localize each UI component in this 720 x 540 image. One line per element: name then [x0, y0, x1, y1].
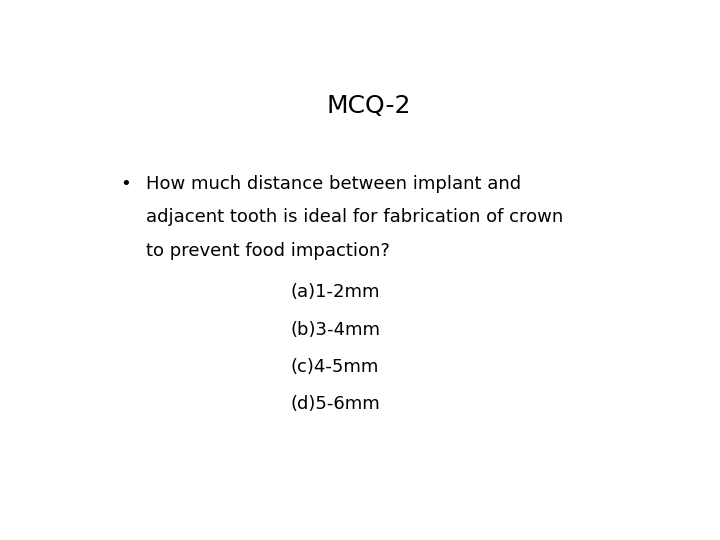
Text: (a)1-2mm: (a)1-2mm	[291, 283, 380, 301]
Text: (c)4-5mm: (c)4-5mm	[291, 358, 379, 376]
Text: (d)5-6mm: (d)5-6mm	[291, 395, 381, 413]
Text: adjacent tooth is ideal for fabrication of crown: adjacent tooth is ideal for fabrication …	[145, 208, 563, 226]
Text: How much distance between implant and: How much distance between implant and	[145, 175, 521, 193]
Text: •: •	[121, 175, 132, 193]
Text: (b)3-4mm: (b)3-4mm	[291, 321, 381, 339]
Text: to prevent food impaction?: to prevent food impaction?	[145, 241, 390, 260]
Text: MCQ-2: MCQ-2	[327, 94, 411, 118]
